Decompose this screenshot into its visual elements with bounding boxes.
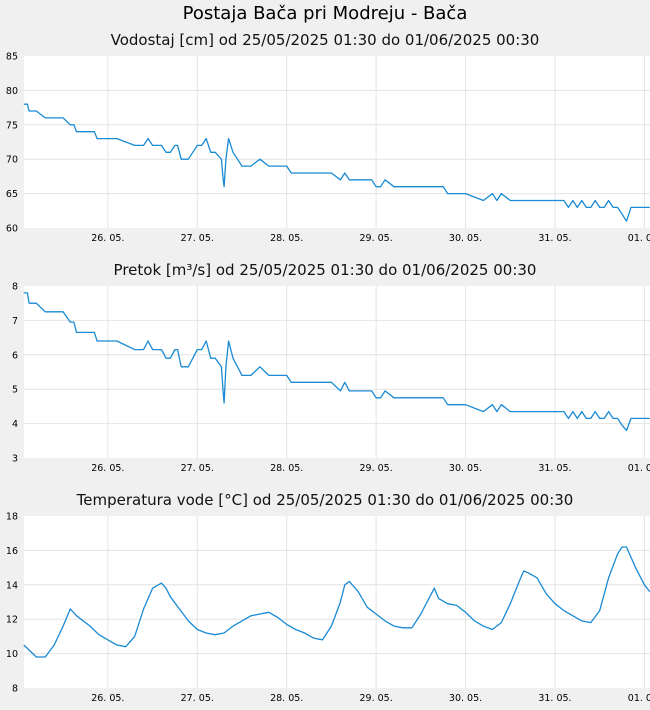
discharge-x-tick-label: 26. 05. — [91, 463, 124, 474]
water-temperature-y-tick-label: 10 — [6, 649, 18, 660]
water-temperature-x-tick-label: 27. 05. — [181, 693, 214, 704]
discharge-x-tick-label: 29. 05. — [360, 463, 393, 474]
discharge-x-tick-label: 27. 05. — [181, 463, 214, 474]
water-temperature-y-tick-label: 16 — [6, 546, 18, 557]
water-temperature-y-tick-label: 8 — [12, 684, 18, 695]
discharge-plot-area — [24, 286, 650, 458]
page-title: Postaja Bača pri Modreju - Bača — [182, 3, 468, 24]
discharge-x-tick-label: 28. 05. — [270, 463, 303, 474]
water-temperature-chart-title: Temperatura vode [°C] od 25/05/2025 01:3… — [76, 491, 574, 509]
water-level-x-tick-label: 30. 05. — [449, 233, 482, 244]
discharge-y-tick-label: 8 — [12, 282, 18, 293]
discharge-x-tick-label: 30. 05. — [449, 463, 482, 474]
water-temperature-y-tick-label: 18 — [6, 512, 18, 523]
water-level-series-line — [23, 103, 650, 222]
water-level-y-tick-label: 65 — [6, 189, 18, 200]
water-level-y-tick-label: 85 — [6, 52, 18, 63]
water-temperature-x-tick-label: 29. 05. — [360, 693, 393, 704]
water-temperature-series-line — [23, 546, 650, 658]
discharge-x-tick-label: 31. 05. — [538, 463, 571, 474]
water-level-x-tick-label: 31. 05. — [538, 233, 571, 244]
discharge-y-tick-label: 7 — [12, 316, 18, 327]
water-temperature-y-tick-label: 12 — [6, 615, 18, 626]
water-level-plot-area — [24, 56, 650, 228]
discharge-chart-title: Pretok [m³/s] od 25/05/2025 01:30 do 01/… — [114, 261, 537, 279]
discharge-panel: Pretok [m³/s] od 25/05/2025 01:30 do 01/… — [12, 261, 650, 474]
discharge-x-tick-label: 01. 06. — [628, 463, 650, 474]
water-level-y-tick-label: 70 — [6, 155, 18, 166]
water-level-x-tick-label: 29. 05. — [360, 233, 393, 244]
water-level-chart-title: Vodostaj [cm] od 25/05/2025 01:30 do 01/… — [111, 31, 540, 49]
water-level-y-tick-label: 75 — [6, 120, 18, 131]
discharge-y-tick-label: 3 — [12, 454, 18, 465]
water-temperature-x-tick-label: 01. 06. — [628, 693, 650, 704]
water-level-panel: Vodostaj [cm] od 25/05/2025 01:30 do 01/… — [6, 31, 650, 244]
water-temperature-y-tick-label: 14 — [6, 580, 18, 591]
water-temperature-x-tick-label: 30. 05. — [449, 693, 482, 704]
discharge-y-tick-label: 4 — [12, 419, 18, 430]
water-temperature-panel: Temperatura vode [°C] od 25/05/2025 01:3… — [6, 491, 650, 704]
water-temperature-x-tick-label: 31. 05. — [538, 693, 571, 704]
water-level-x-tick-label: 01. 06. — [628, 233, 650, 244]
discharge-series-line — [23, 292, 650, 432]
discharge-y-tick-label: 6 — [12, 350, 18, 361]
water-level-x-tick-label: 27. 05. — [181, 233, 214, 244]
water-level-y-tick-label: 60 — [6, 224, 18, 235]
water-temperature-x-tick-label: 28. 05. — [270, 693, 303, 704]
water-level-x-tick-label: 26. 05. — [91, 233, 124, 244]
water-level-y-tick-label: 80 — [6, 86, 18, 97]
water-temperature-x-tick-label: 26. 05. — [91, 693, 124, 704]
water-level-x-tick-label: 28. 05. — [270, 233, 303, 244]
discharge-y-tick-label: 5 — [12, 385, 18, 396]
water-temperature-plot-area — [24, 516, 650, 688]
